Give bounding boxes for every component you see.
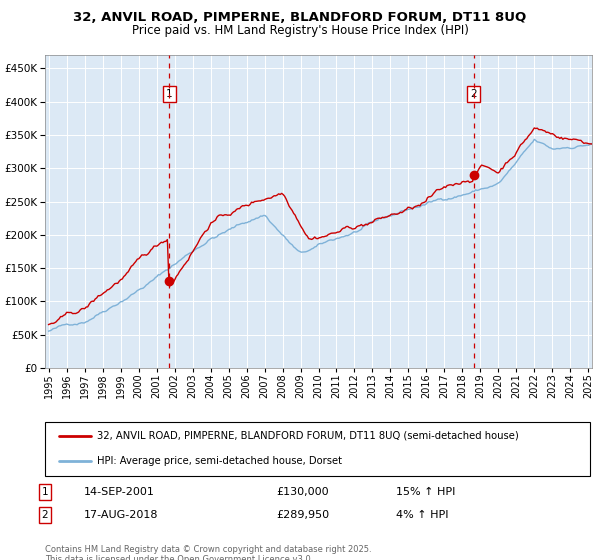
Text: 14-SEP-2001: 14-SEP-2001 [84,487,155,497]
Text: Price paid vs. HM Land Registry's House Price Index (HPI): Price paid vs. HM Land Registry's House … [131,24,469,36]
Text: 17-AUG-2018: 17-AUG-2018 [84,510,158,520]
Text: £289,950: £289,950 [276,510,329,520]
Text: 32, ANVIL ROAD, PIMPERNE, BLANDFORD FORUM, DT11 8UQ: 32, ANVIL ROAD, PIMPERNE, BLANDFORD FORU… [73,11,527,24]
Text: 4% ↑ HPI: 4% ↑ HPI [396,510,449,520]
Text: 1: 1 [166,89,173,99]
Text: £130,000: £130,000 [276,487,329,497]
Text: HPI: Average price, semi-detached house, Dorset: HPI: Average price, semi-detached house,… [97,456,342,466]
Text: 32, ANVIL ROAD, PIMPERNE, BLANDFORD FORUM, DT11 8UQ (semi-detached house): 32, ANVIL ROAD, PIMPERNE, BLANDFORD FORU… [97,431,518,441]
Text: 2: 2 [41,510,49,520]
Text: 15% ↑ HPI: 15% ↑ HPI [396,487,455,497]
Text: Contains HM Land Registry data © Crown copyright and database right 2025.
This d: Contains HM Land Registry data © Crown c… [45,545,371,560]
Text: 2: 2 [470,89,477,99]
Text: 1: 1 [41,487,49,497]
